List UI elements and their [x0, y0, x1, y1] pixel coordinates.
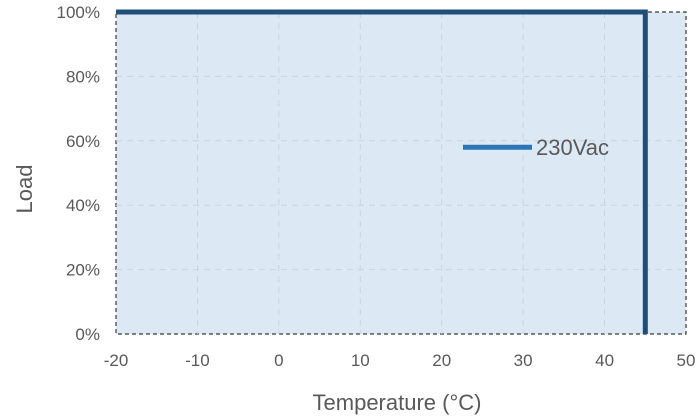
y-tick-label: 40% [66, 196, 100, 215]
plot-area [116, 12, 686, 334]
x-tick-label: 50 [677, 351, 696, 370]
x-axis-ticks: -20 -10 0 10 20 30 40 50 [104, 351, 696, 370]
y-tick-label: 60% [66, 132, 100, 151]
legend-label-230vac: 230Vac [536, 135, 609, 160]
x-tick-label: -20 [104, 351, 129, 370]
x-tick-label: 20 [432, 351, 451, 370]
x-tick-label: 30 [514, 351, 533, 370]
y-tick-label: 20% [66, 261, 100, 280]
y-axis-title: Load [12, 165, 37, 214]
y-axis-ticks: 0% 20% 40% 60% 80% 100% [57, 3, 100, 344]
y-tick-label: 100% [57, 3, 100, 22]
y-tick-label: 0% [75, 325, 100, 344]
x-tick-label: 40 [595, 351, 614, 370]
x-axis-title: Temperature (°C) [313, 390, 482, 415]
x-tick-label: 10 [351, 351, 370, 370]
x-tick-label: -10 [185, 351, 210, 370]
x-tick-label: 0 [274, 351, 283, 370]
y-tick-label: 80% [66, 67, 100, 86]
